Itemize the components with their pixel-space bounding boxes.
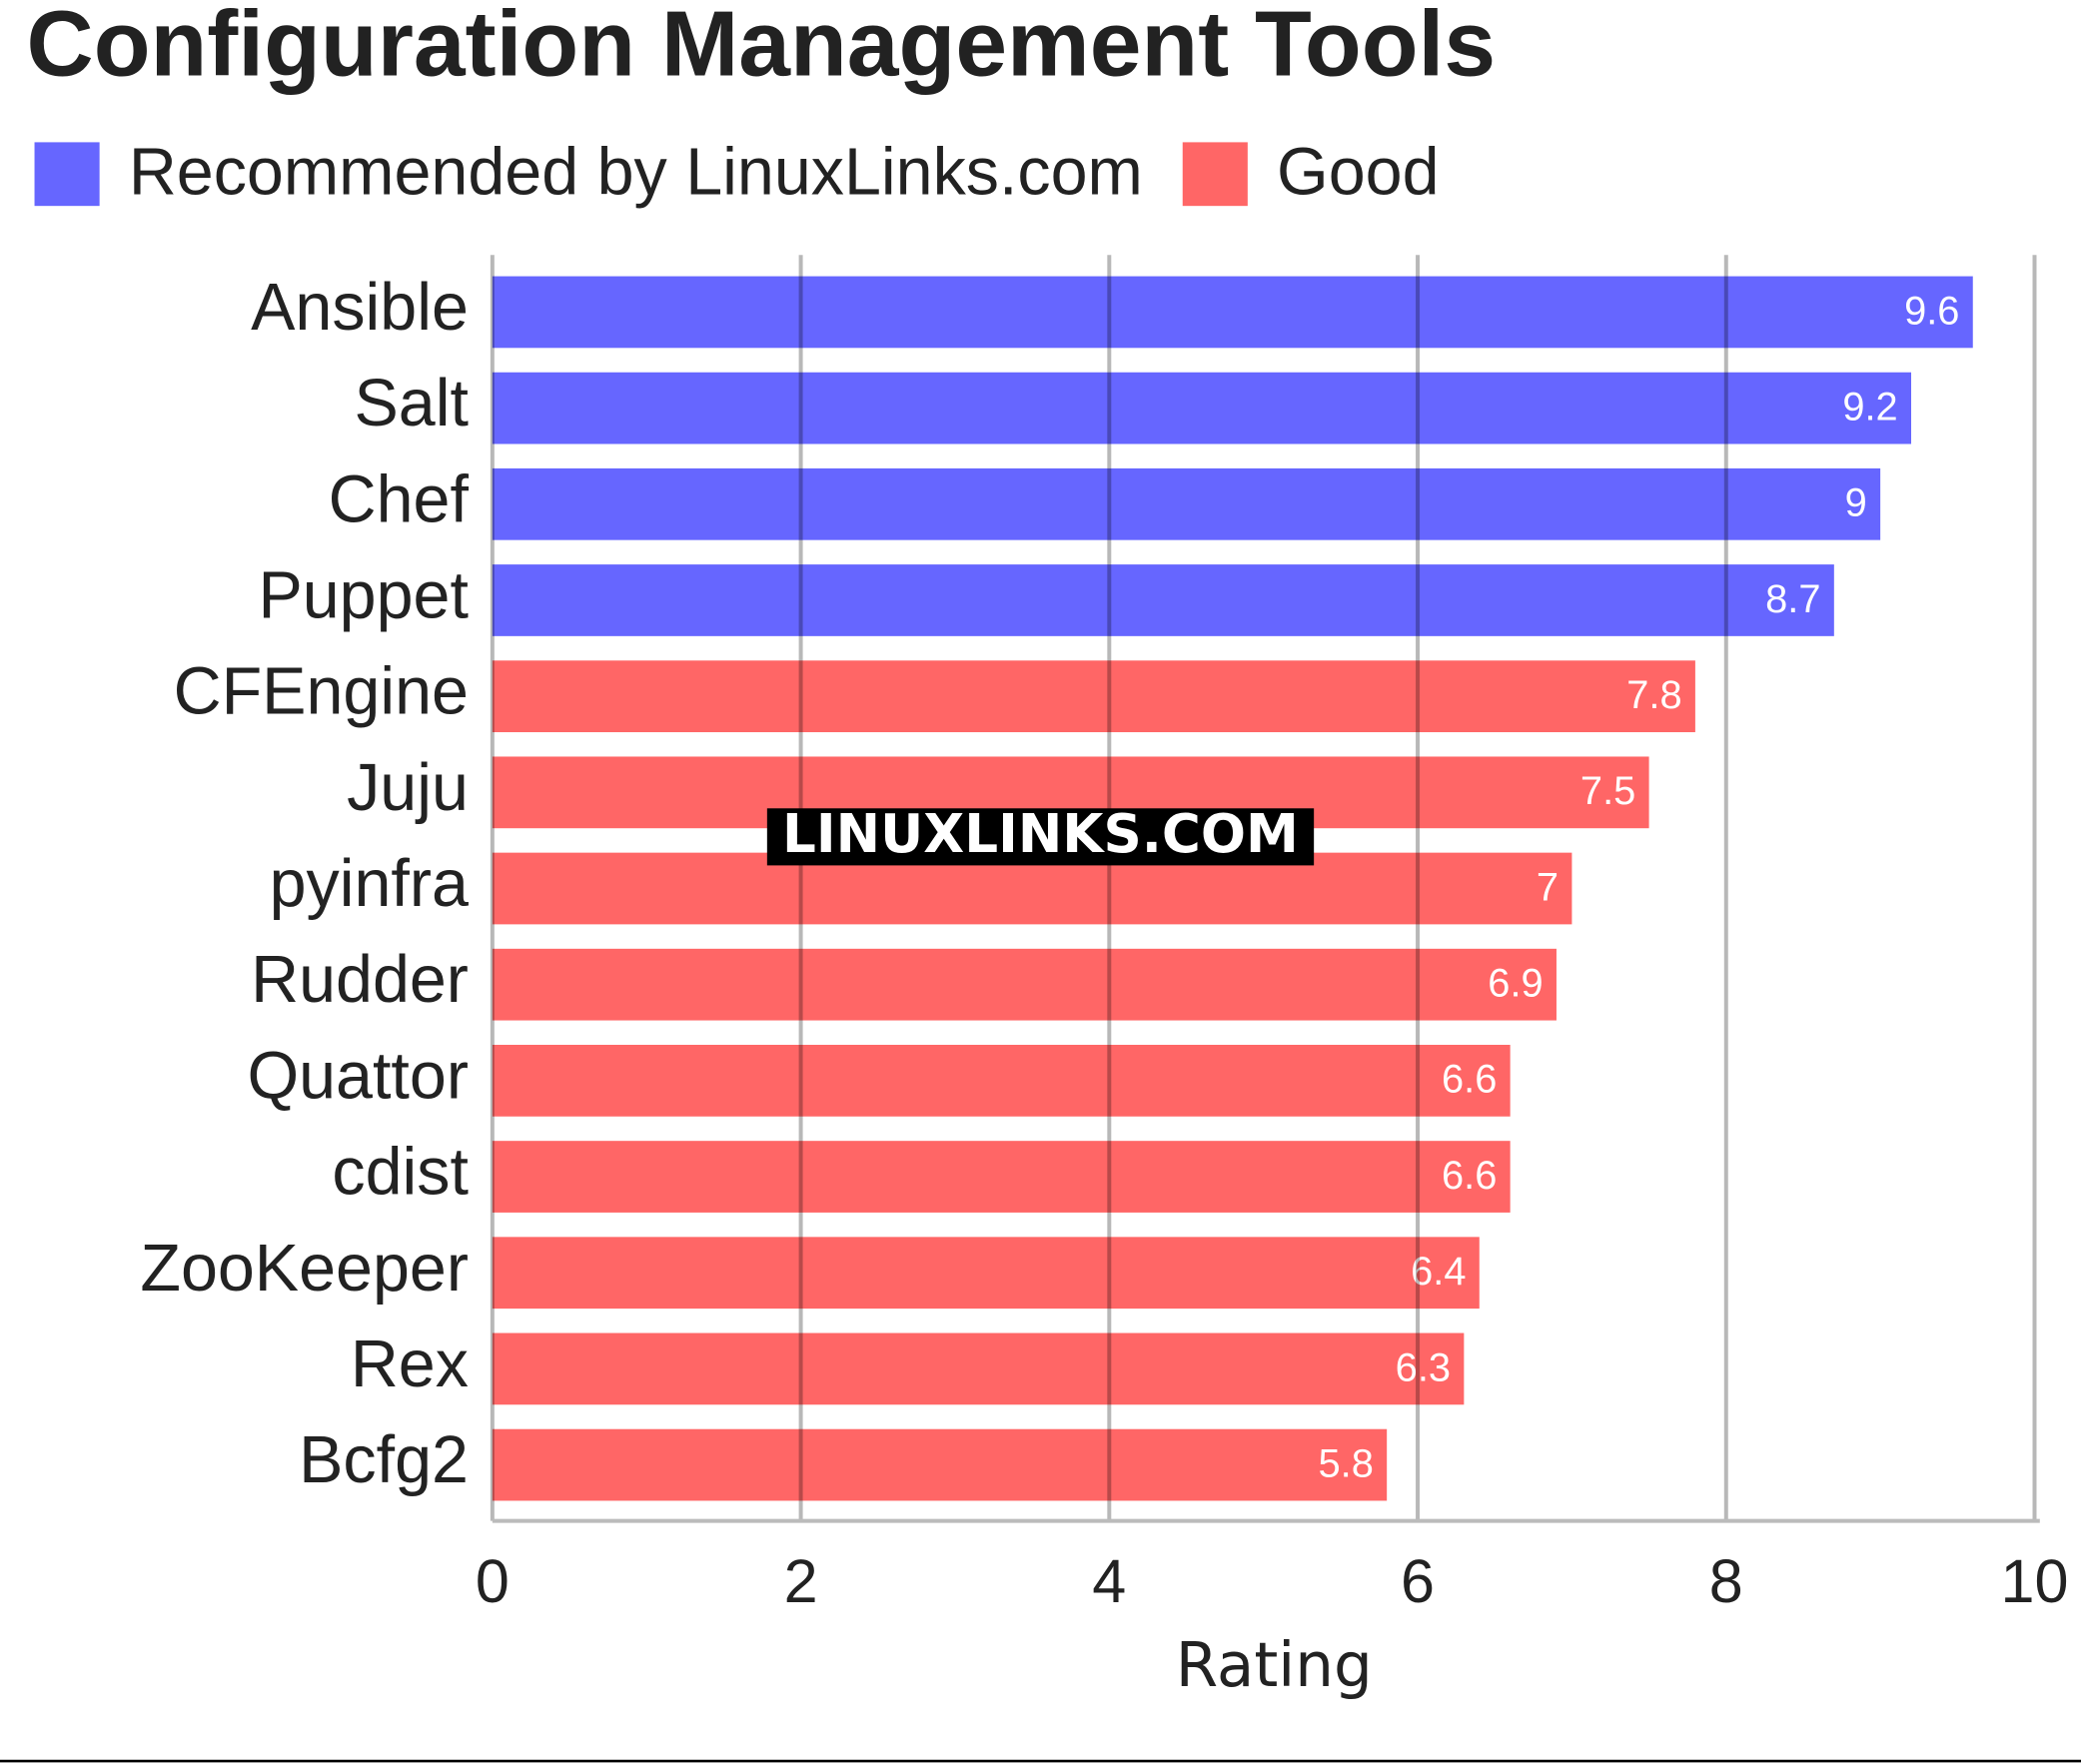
bar [492, 564, 1834, 636]
x-tick-label: 10 [2001, 1547, 2069, 1615]
y-tick-label: Chef [329, 462, 470, 536]
watermark: LINUXLINKS.COM [782, 803, 1299, 865]
bar-value-label: 6.3 [1396, 1345, 1451, 1389]
y-tick-label: Puppet [258, 559, 468, 633]
x-tick-label: 0 [476, 1547, 510, 1615]
y-tick-label: CFEngine [174, 655, 469, 729]
x-tick-label: 8 [1709, 1547, 1743, 1615]
y-tick-label: Rex [351, 1327, 469, 1401]
y-tick-label: Quattor [247, 1039, 468, 1113]
bar-value-label: 8.7 [1765, 577, 1820, 621]
bar-value-label: 6.9 [1488, 962, 1543, 1006]
x-tick-label: 2 [784, 1547, 818, 1615]
y-tick-label: Ansible [251, 271, 469, 345]
bar [492, 1237, 1480, 1310]
legend-swatch [34, 142, 100, 207]
legend-swatch [1182, 142, 1248, 207]
x-tick-label: 6 [1401, 1547, 1435, 1615]
bar-value-label: 6.6 [1442, 1058, 1497, 1102]
x-tick-label: 4 [1092, 1547, 1126, 1615]
chart-title: Configuration Management Tools [27, 0, 1497, 95]
bar-value-label: 7.5 [1580, 769, 1635, 813]
x-axis-title: Rating [1176, 1630, 1373, 1701]
y-tick-label: Rudder [251, 943, 469, 1017]
bar-value-label: 6.6 [1442, 1154, 1497, 1198]
bar [492, 372, 1912, 444]
y-tick-label: pyinfra [270, 847, 469, 921]
y-tick-label: Salt [355, 367, 469, 441]
bar-value-label: 7 [1537, 865, 1559, 909]
y-tick-label: cdist [332, 1136, 469, 1210]
bar [492, 467, 1881, 540]
bar [492, 948, 1557, 1021]
bar [492, 1332, 1465, 1405]
bar [492, 1141, 1511, 1213]
watermark-bg [766, 808, 1315, 866]
y-tick-label: Bcfg2 [299, 1423, 469, 1497]
bar [492, 276, 1973, 349]
bar-value-label: 9 [1845, 481, 1867, 525]
bar-value-label: 9.2 [1842, 385, 1897, 429]
y-tick-label: Juju [347, 751, 469, 825]
legend-label: Recommended by LinuxLinks.com [129, 135, 1143, 209]
y-tick-label: ZooKeeper [140, 1232, 469, 1306]
bar-value-label: 5.8 [1318, 1441, 1373, 1485]
bar-value-label: 9.6 [1904, 289, 1959, 333]
bar [492, 1428, 1388, 1501]
bar [492, 660, 1695, 733]
legend-label: Good [1277, 135, 1439, 209]
bar [492, 1045, 1511, 1117]
bar-value-label: 6.4 [1411, 1250, 1466, 1294]
bar-value-label: 7.8 [1626, 673, 1681, 717]
